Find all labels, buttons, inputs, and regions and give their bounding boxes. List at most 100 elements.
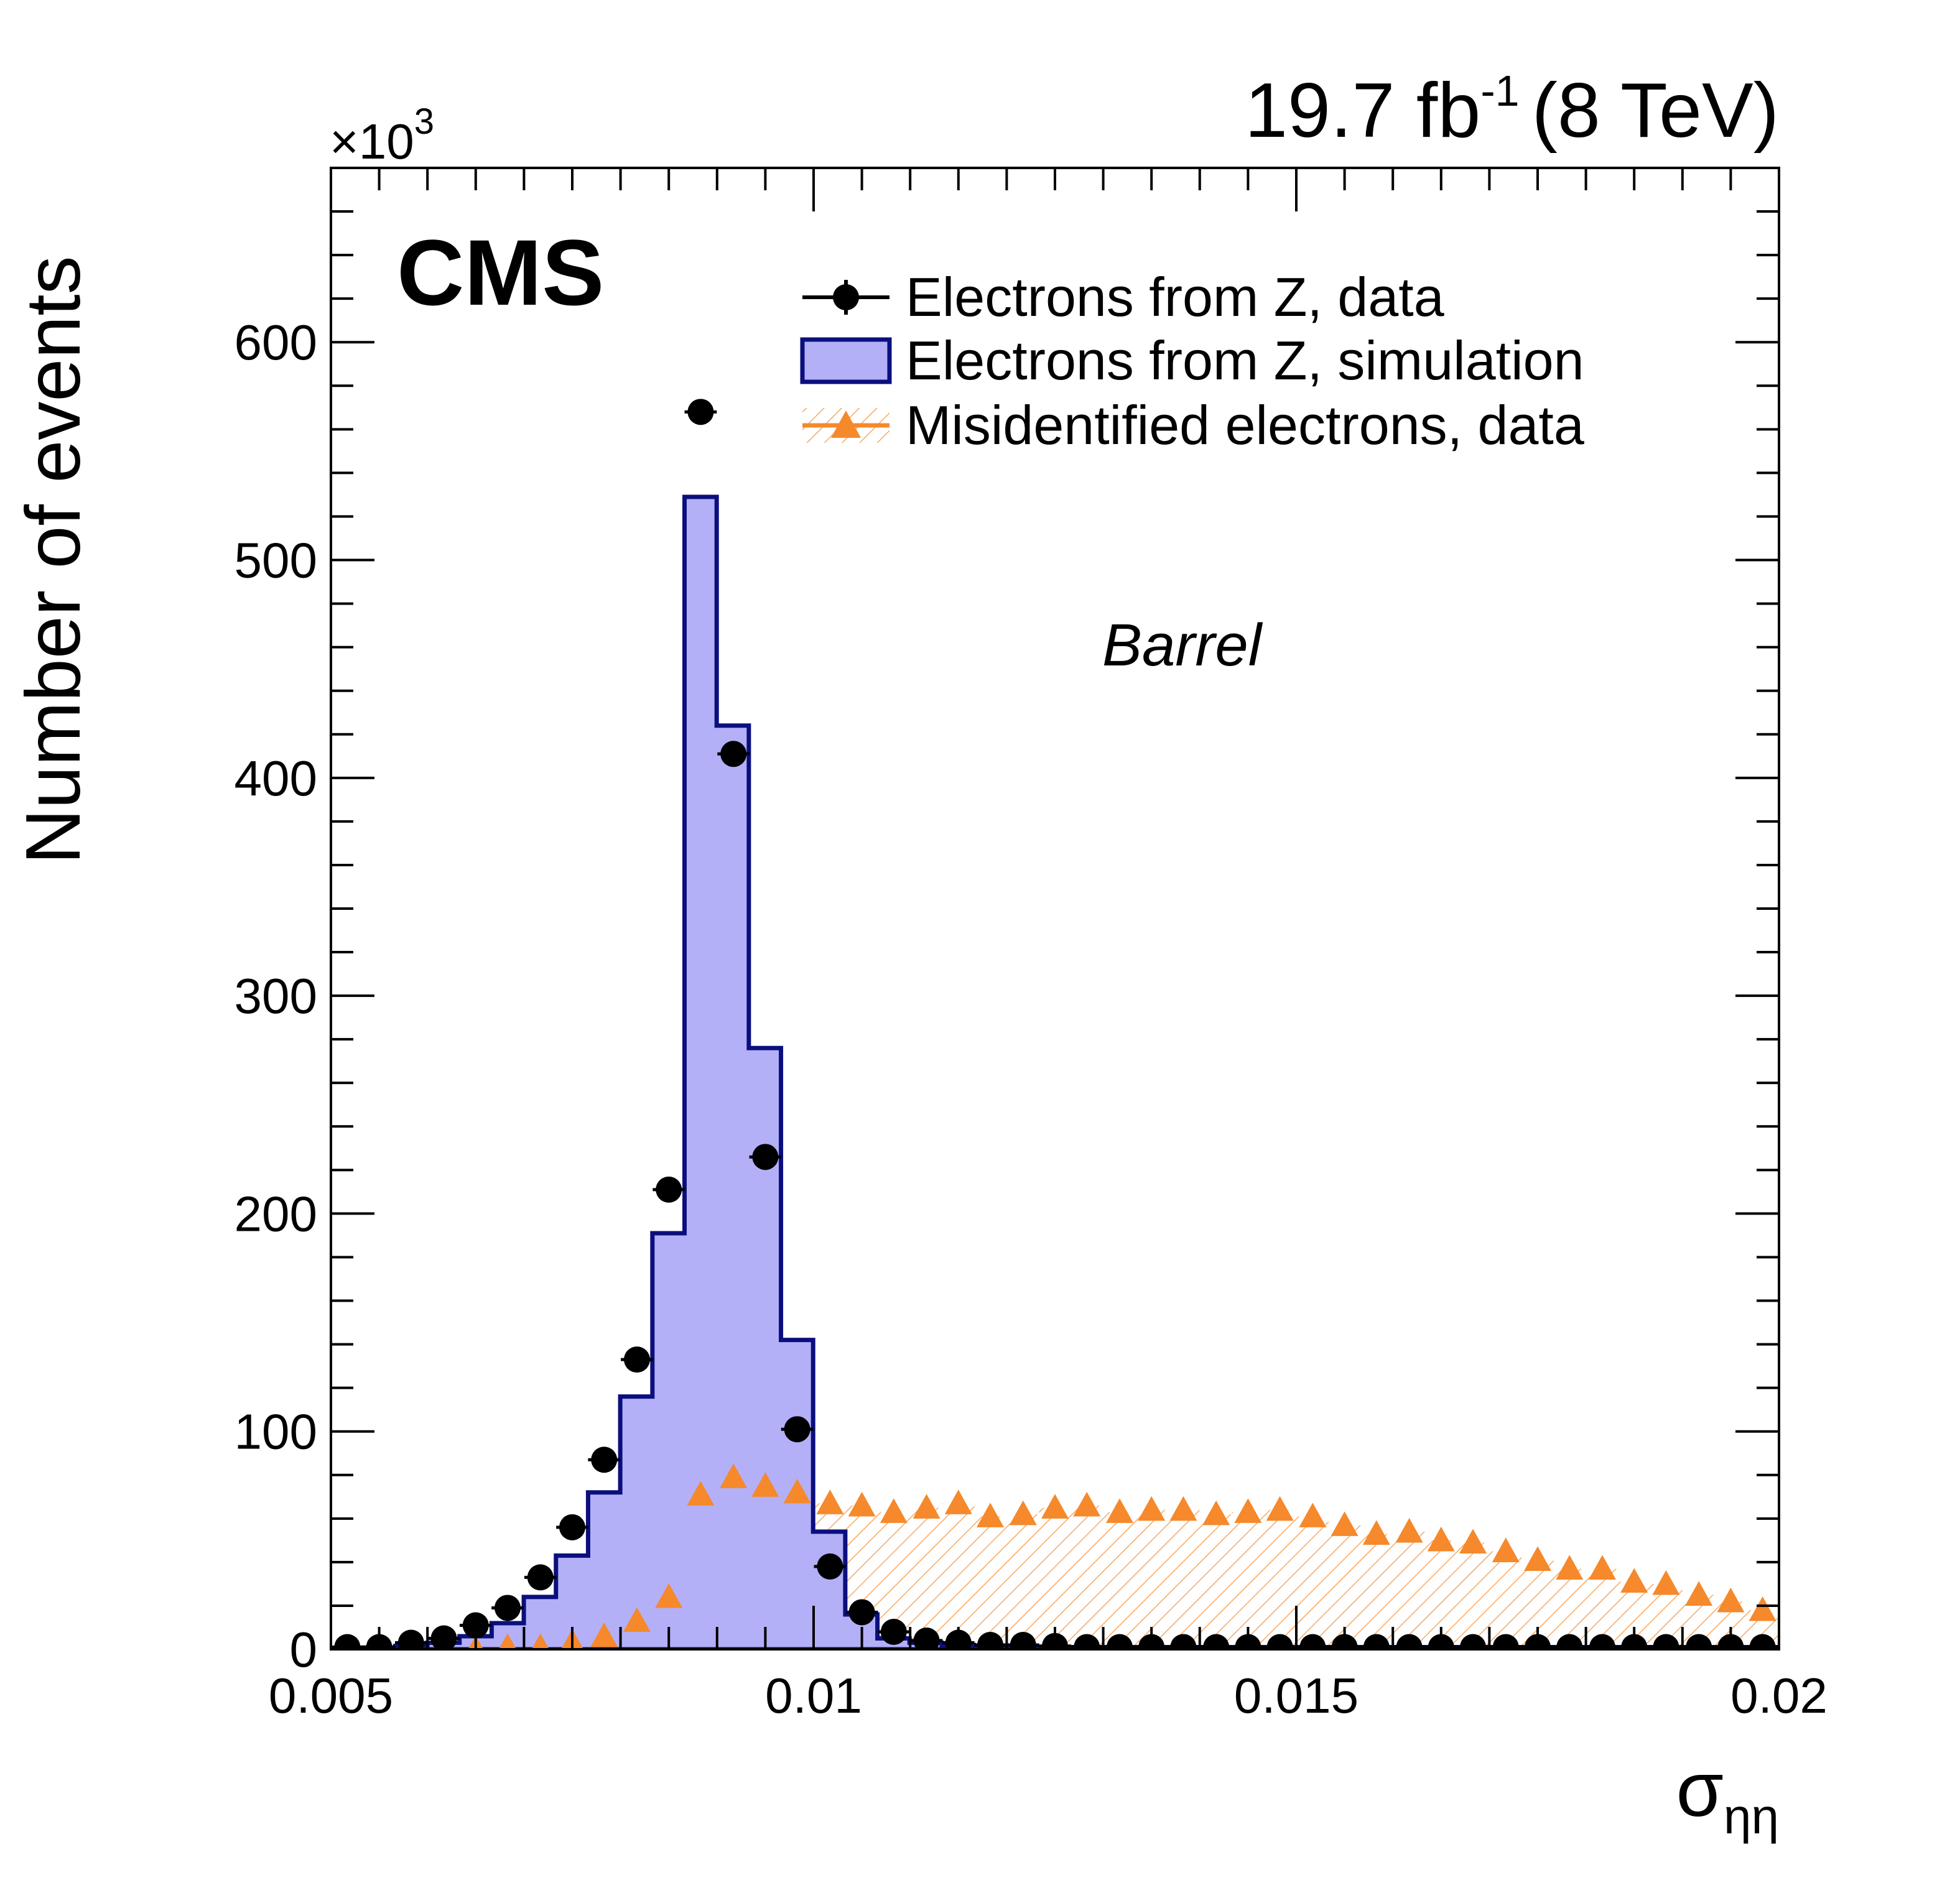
- data-point: [656, 1176, 682, 1203]
- misid-point: [1073, 1491, 1101, 1517]
- data-point: [1492, 1634, 1519, 1649]
- legend-entry: Electrons from Z, data: [802, 266, 1444, 328]
- x-tick-label: 0.02: [1730, 1668, 1828, 1723]
- misid-point: [977, 1503, 1005, 1527]
- misid-point: [1556, 1555, 1584, 1580]
- legend-entry: Misidentified electrons, data: [802, 394, 1584, 456]
- data-point: [527, 1564, 554, 1591]
- y-tick-label: 400: [235, 751, 317, 806]
- legend-triangle-icon: [831, 410, 861, 438]
- misid-point: [590, 1622, 618, 1647]
- data-point: [752, 1144, 779, 1170]
- plot-clip-group: [331, 399, 1779, 1649]
- data-point: [1556, 1634, 1583, 1649]
- data-point: [1010, 1632, 1036, 1649]
- misid-point: [1041, 1494, 1069, 1519]
- x-tick-label: 0.015: [1234, 1668, 1359, 1723]
- data-point: [1460, 1634, 1487, 1649]
- misid-point: [720, 1463, 748, 1488]
- data-point: [1203, 1634, 1230, 1649]
- data-point: [913, 1627, 940, 1649]
- data-point: [1589, 1634, 1615, 1649]
- data-point: [397, 1629, 424, 1649]
- simulation-histogram: [331, 494, 1779, 1649]
- misid-point: [1685, 1581, 1713, 1606]
- data-point: [977, 1632, 1004, 1649]
- misid-point: [1492, 1537, 1520, 1562]
- misid-point: [1588, 1555, 1616, 1580]
- y-axis-title: Number of events: [11, 256, 96, 864]
- luminosity-label: 19.7 fb-1 (8 TeV): [1245, 67, 1779, 154]
- data-point: [880, 1618, 907, 1645]
- misid-point: [531, 1633, 549, 1649]
- data-point: [334, 1634, 361, 1649]
- x-axis-title: σηη: [1676, 1747, 1779, 1844]
- data-point: [817, 1553, 843, 1580]
- data-point: [784, 1416, 810, 1443]
- misid-point: [816, 1489, 844, 1514]
- x-tick-label: 0.005: [269, 1668, 393, 1723]
- data-point: [623, 1346, 650, 1373]
- plot-area: [331, 399, 1779, 1649]
- misid-point: [783, 1478, 811, 1504]
- legend-label: Electrons from Z, simulation: [906, 330, 1584, 391]
- misid-point: [1009, 1500, 1037, 1526]
- experiment-label: CMS: [397, 220, 604, 325]
- y-tick-label: 300: [235, 968, 317, 1024]
- misid-point: [1717, 1587, 1745, 1613]
- misid-point: [913, 1494, 941, 1519]
- misid-point: [1524, 1546, 1551, 1571]
- misid-point: [1202, 1500, 1230, 1526]
- misid-point: [848, 1491, 876, 1517]
- misid-point: [1459, 1529, 1487, 1554]
- data-point: [1170, 1634, 1197, 1649]
- y-tick-label: 0: [290, 1622, 318, 1677]
- data-point: [848, 1599, 875, 1626]
- misid-point: [623, 1607, 651, 1632]
- misid-point: [1395, 1517, 1423, 1543]
- legend-box-icon: [800, 337, 892, 384]
- data-point: [1396, 1634, 1423, 1649]
- misid-point: [1652, 1570, 1680, 1595]
- legend-label: Electrons from Z, data: [906, 266, 1444, 328]
- data-point: [462, 1612, 489, 1639]
- x-tick-label: 0.01: [765, 1668, 862, 1723]
- misid-point: [655, 1583, 683, 1608]
- data-point: [1299, 1634, 1326, 1649]
- misid-point: [1266, 1496, 1294, 1521]
- misid-point: [1138, 1496, 1166, 1521]
- misid-point: [1169, 1496, 1197, 1521]
- misid-point: [1331, 1511, 1359, 1536]
- misid-point: [1105, 1498, 1133, 1523]
- data-point: [1266, 1634, 1293, 1649]
- misid-point: [1234, 1498, 1262, 1523]
- misid-point: [498, 1633, 517, 1649]
- axes: 0.005 0.01 0.015 0.02 0 100 200 300 400 500 600: [235, 167, 1828, 1723]
- misid-point: [1427, 1526, 1455, 1552]
- y-tick-label: 200: [235, 1186, 317, 1241]
- data-point: [1749, 1634, 1776, 1649]
- y-multiplier: ×103: [330, 101, 434, 169]
- data-point: [430, 1625, 457, 1649]
- data-point: [559, 1514, 585, 1540]
- data-point: [495, 1595, 521, 1621]
- misid-point: [1299, 1503, 1327, 1527]
- y-tick-label: 500: [235, 533, 317, 588]
- misid-point: [1749, 1596, 1777, 1621]
- region-label: Barrel: [1102, 612, 1263, 678]
- y-tick-label: 100: [235, 1404, 317, 1460]
- data-point: [591, 1447, 618, 1473]
- misid-point: [1362, 1520, 1390, 1545]
- data-point: [1686, 1634, 1712, 1649]
- misid-point: [687, 1481, 715, 1506]
- data-point: [720, 741, 747, 767]
- misid-point: [1620, 1568, 1648, 1593]
- data-point: [1363, 1634, 1390, 1649]
- data-point: [1653, 1634, 1679, 1649]
- legend-circle-icon: [833, 284, 859, 310]
- data-point: [687, 399, 714, 425]
- legend-entry: Electrons from Z, simulation: [800, 330, 1584, 391]
- misid-point: [944, 1489, 972, 1514]
